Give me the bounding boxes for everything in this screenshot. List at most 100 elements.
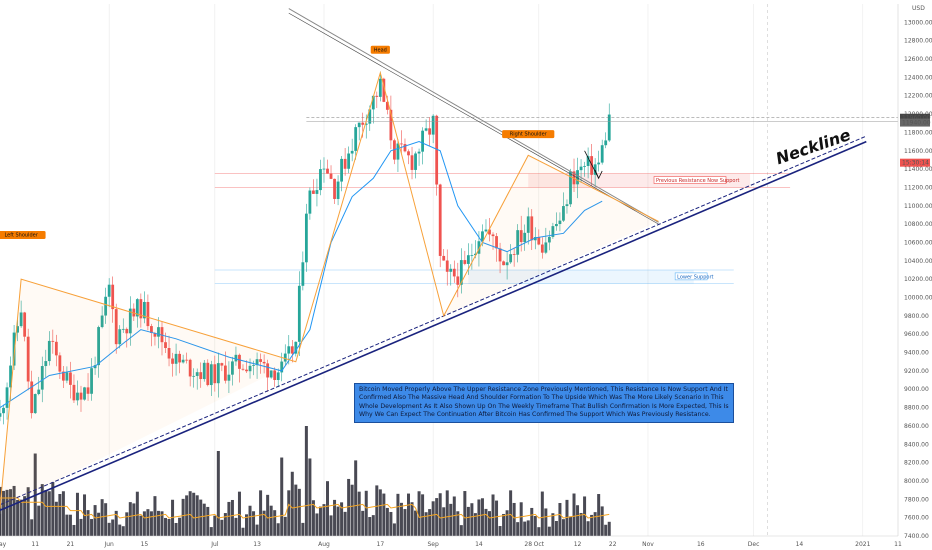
time-tick-label: Nov [642,541,654,548]
candle-body [33,394,37,414]
volume-bar [79,518,83,536]
zone-band [468,270,694,284]
volume-bar [519,502,523,536]
candle-body [157,327,160,337]
candle-body [583,165,586,167]
volume-bar [463,491,467,536]
volume-bar [75,492,79,536]
volume-bar [26,487,30,536]
candle-body [526,216,530,233]
volume-bar [252,511,256,536]
volume-bar [290,471,294,536]
volume-bar [100,499,104,536]
price-tag-box [900,113,930,122]
volume-bar [259,490,263,536]
time-tick-label: 17 [377,541,385,548]
candle-body [153,332,157,337]
candle-body [287,346,291,354]
candle-body [484,229,488,232]
candle-body [452,268,456,277]
candle-body [378,78,382,97]
time-tick-label: Oct [534,541,545,548]
candle-body [364,123,368,125]
volume-bar [583,496,587,536]
price-tick-label: 11000.00 [904,203,932,210]
candle-body [266,363,270,378]
volume-bar [297,488,301,536]
candle-body [414,153,417,170]
candle-body [421,130,424,152]
candle-body [86,387,90,394]
candle-body [111,284,115,310]
volume-bar [146,509,150,536]
candle-body [428,128,432,135]
time-tick-label: Jun [103,541,114,548]
time-tick-label: 12 [574,541,582,548]
candle-body [533,237,537,241]
candle-body [107,284,111,297]
candle-body [565,204,569,207]
candle-body [593,164,597,175]
volume-bar [466,506,470,536]
volume-bar [139,515,143,536]
candle-body [442,255,446,261]
volume-bar [480,498,484,536]
volume-bar [12,485,16,536]
candle-body [551,226,555,237]
volume-bar [220,519,224,536]
volume-bar [364,490,368,536]
price-tick-label: 10000.00 [904,295,932,302]
candle-body [146,301,150,327]
currency-label: USD [912,5,925,12]
candle-body [171,358,174,364]
candle-body [150,326,153,333]
candle-body [368,109,372,124]
candle-body [238,354,241,369]
price-tick-label: 9800.00 [904,313,929,320]
candle-body [470,255,474,256]
volume-bar [442,507,446,536]
volume-bar [604,524,608,536]
candle-body [488,229,491,235]
volume-bars [0,426,611,536]
zone-label-box [674,272,708,281]
candle-body [248,365,252,372]
right-shoulder-label: Right Shoulder [510,132,548,138]
price-tick-label: 8000.00 [904,478,929,485]
candle-body [54,341,58,356]
volume-bar [565,499,569,536]
candle-body [30,381,34,414]
candle-body [121,328,125,330]
volume-bar [561,519,565,536]
price-tick-label: 10600.00 [904,239,932,246]
candle-body [540,244,544,253]
volume-bar [484,508,488,536]
volume-bar [378,489,382,536]
candle-body [178,353,181,363]
volume-bar [350,484,354,536]
candle-body [252,365,255,366]
candle-body [329,173,333,179]
time-tick-label: 22 [609,541,617,548]
candle-body [220,363,224,366]
candle-body [297,285,301,342]
candle-body [590,156,594,175]
volume-bar [61,491,65,536]
volume-bar [125,512,129,536]
volume-bar [234,517,238,536]
candle-body [188,359,192,377]
volume-bar [273,510,277,536]
volume-bar [537,527,541,536]
candle-body [537,237,541,245]
volume-bar [206,506,210,536]
candle-body [579,166,583,171]
candle-body [498,248,502,262]
volume-bar [149,511,153,536]
candle-body [396,143,400,160]
price-tick-label: 11800.00 [904,129,932,136]
volume-bar [410,502,414,536]
price-tick-label: 9200.00 [904,368,929,375]
volume-bar [160,511,164,536]
candle-body [354,127,358,151]
